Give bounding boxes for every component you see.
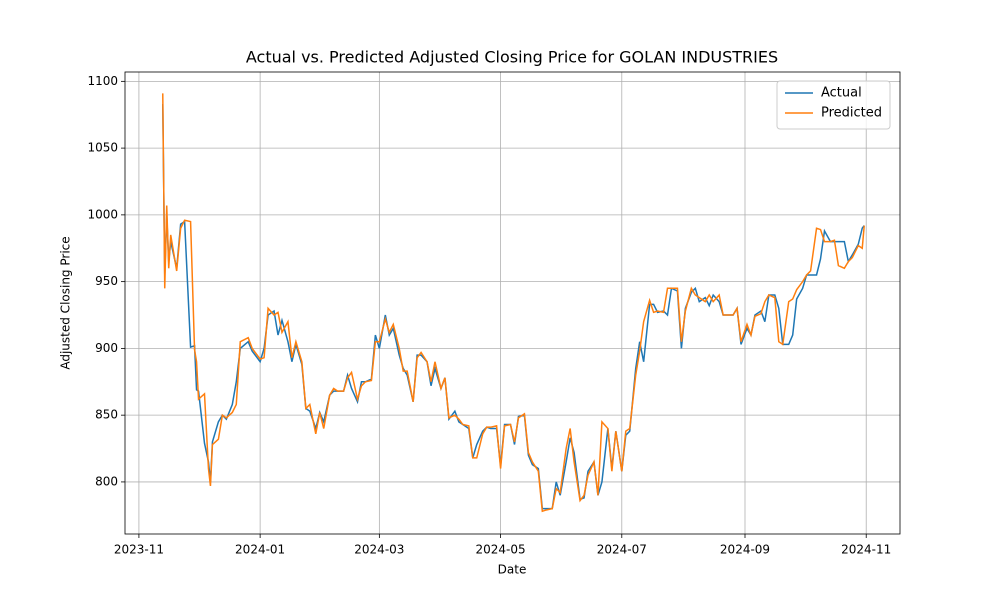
y-tick-label: 1050 (87, 141, 118, 155)
plot-frame (124, 71, 901, 535)
legend-label: Actual (821, 86, 862, 101)
y-tick-label: 800 (95, 474, 118, 488)
x-tick-label: 2024-11 (841, 543, 891, 557)
x-tick-label: 2023-11 (114, 543, 164, 557)
line-series (162, 93, 865, 513)
x-tick-label: 2024-01 (235, 543, 285, 557)
x-tick-label: 2024-07 (597, 543, 647, 557)
x-axis-label: Date (498, 563, 527, 577)
y-tick-label: 1100 (87, 74, 118, 88)
legend: Actual Predicted (776, 80, 891, 130)
y-axis-label: Adjusted Closing Price (59, 236, 73, 369)
y-tick-label: 850 (95, 408, 118, 422)
y-tick-label: 900 (95, 341, 118, 355)
y-tick-label: 950 (95, 274, 118, 288)
y-tick-label: 1000 (87, 207, 118, 221)
x-tick-label: 2024-05 (476, 543, 526, 557)
x-tick-label: 2024-09 (720, 543, 770, 557)
x-tick-label: 2024-03 (354, 543, 404, 557)
legend-label: Predicted (821, 106, 882, 121)
chart-title: Actual vs. Predicted Adjusted Closing Pr… (246, 48, 778, 67)
